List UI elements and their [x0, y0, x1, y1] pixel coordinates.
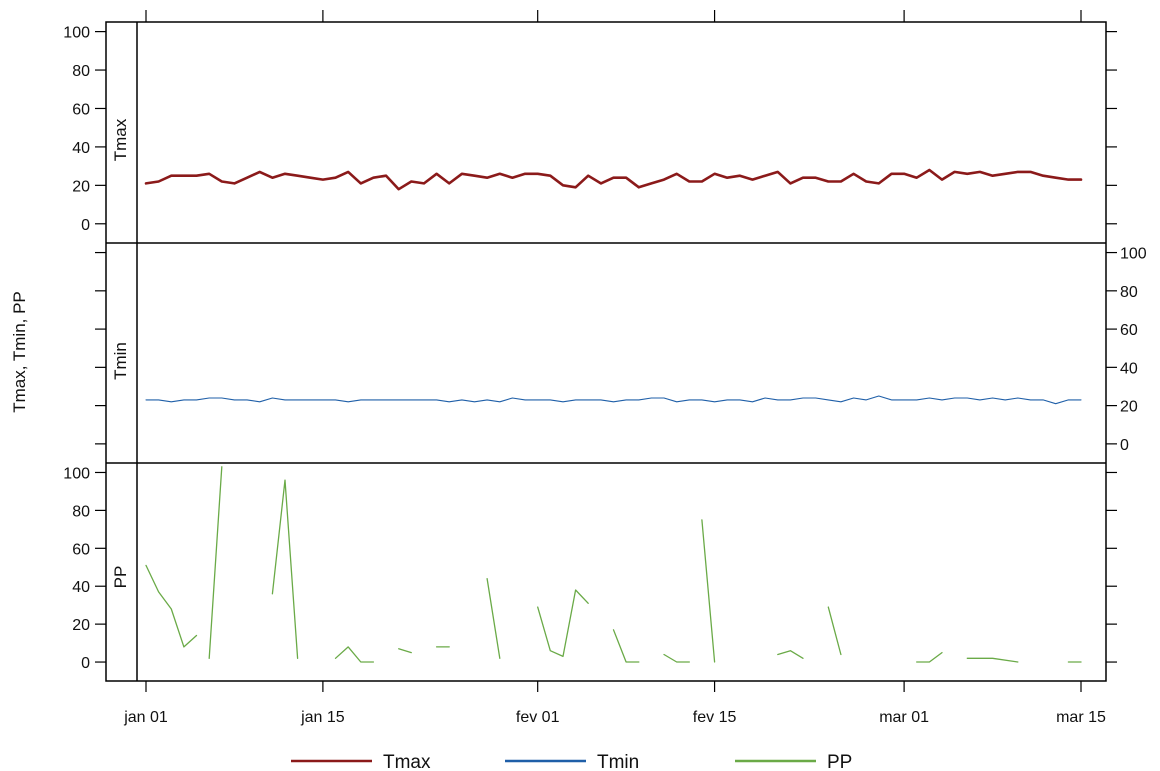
x-tick-label: fev 01	[516, 709, 560, 726]
x-tick-label: jan 01	[123, 709, 168, 726]
legend-label-tmax: Tmax	[383, 752, 431, 771]
y-tick-label: 0	[81, 217, 90, 234]
series-line-pp	[271, 479, 299, 659]
strip-label-tmax: Tmax	[111, 118, 130, 161]
series-line-pp	[486, 577, 501, 659]
y-tick-label: 100	[63, 25, 90, 42]
series-tmax	[144, 168, 1083, 191]
legend-label-tmin: Tmin	[597, 752, 639, 771]
y-tick-label: 20	[1120, 399, 1138, 416]
y-tick-label: 60	[72, 541, 90, 558]
y-tick-label: 40	[72, 140, 90, 157]
series-line-pp	[145, 564, 198, 648]
y-axis-title: Tmax, Tmin, PP	[10, 291, 29, 413]
series-line-tmin	[145, 395, 1082, 405]
series-line-pp	[537, 589, 589, 658]
strip-labels: Tmax Tmin PP	[111, 118, 130, 588]
x-tick-label: jan 15	[300, 709, 345, 726]
x-tick-label: fev 15	[693, 709, 737, 726]
axis-ticks	[95, 10, 1117, 692]
series-line-pp	[663, 653, 690, 663]
y-tick-label: 0	[1120, 437, 1129, 454]
y-tick-label: 80	[1120, 284, 1138, 301]
series-line-pp	[777, 650, 804, 659]
series-line-pp	[701, 519, 716, 663]
series-line-pp	[966, 657, 1019, 663]
series-line-pp	[916, 651, 943, 663]
series-line-pp	[827, 606, 842, 656]
strip-label-tmin: Tmin	[111, 342, 130, 380]
y-tick-label: 60	[72, 101, 90, 118]
y-tick-label: 80	[72, 503, 90, 520]
y-tick-label: 40	[72, 579, 90, 596]
y-tick-label: 80	[72, 63, 90, 80]
legend-label-pp: PP	[827, 752, 852, 771]
y-tick-label: 100	[1120, 246, 1147, 263]
legend: Tmax Tmin PP	[291, 752, 852, 771]
y-tick-label: 60	[1120, 322, 1138, 339]
y-tick-label: 20	[72, 178, 90, 195]
series-line-pp	[398, 648, 412, 654]
y-tick-label: 0	[81, 655, 90, 672]
x-tick-label: mar 15	[1056, 709, 1106, 726]
series-pp	[145, 466, 1082, 663]
panels	[105, 21, 1107, 682]
series-line-pp	[612, 629, 640, 663]
axis-tick-labels: 0 20 40 60 80 100 0 20 40 60 80 100 0 20 40 60 80 100 jan …	[63, 25, 1147, 726]
series-line-pp	[334, 646, 375, 663]
series-line-pp	[208, 466, 223, 659]
series-tmin	[145, 395, 1082, 405]
series-layer	[144, 168, 1083, 663]
strip-label-pp: PP	[111, 566, 130, 589]
y-tick-label: 20	[72, 617, 90, 634]
x-tick-label: mar 01	[879, 709, 929, 726]
y-tick-label: 40	[1120, 360, 1138, 377]
plot-frame	[105, 21, 1107, 682]
y-tick-label: 100	[63, 465, 90, 482]
series-line-tmax	[144, 168, 1083, 191]
